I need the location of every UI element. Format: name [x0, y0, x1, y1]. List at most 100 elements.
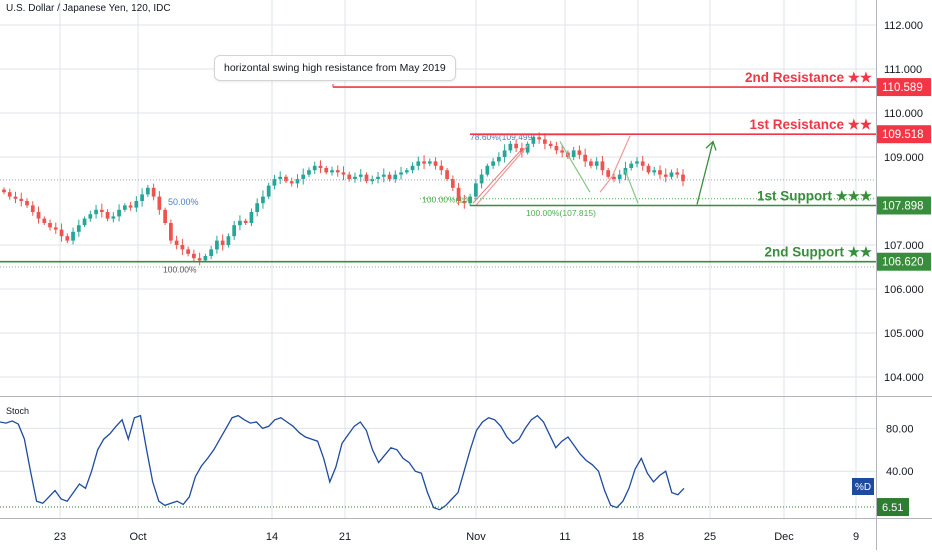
pattern-leg-red-2 — [472, 148, 523, 204]
candle-body — [658, 170, 662, 175]
time-tick-label: Dec — [774, 531, 794, 543]
candle-body — [255, 203, 260, 212]
candle-body — [169, 223, 173, 241]
candle-body — [13, 196, 18, 199]
candle-body — [462, 201, 467, 204]
stoch-tick-label: 80.00 — [886, 423, 914, 435]
candle-body — [7, 192, 12, 197]
candle-body — [663, 174, 668, 177]
pattern-leg-red-3 — [599, 135, 631, 193]
candle-body — [531, 137, 536, 144]
candle-body — [243, 220, 248, 223]
resistance-note[interactable]: horizontal swing high resistance from Ma… — [214, 55, 456, 81]
candle-body — [485, 165, 490, 175]
candle-body — [312, 165, 317, 171]
candle-body — [36, 212, 41, 219]
candle-body — [525, 143, 530, 153]
candle-body — [151, 187, 156, 197]
candle-body — [502, 150, 507, 157]
candle-body — [94, 209, 98, 215]
candle-body — [76, 225, 81, 232]
candle-body — [445, 170, 449, 179]
fib-label-100-low: 100.00% — [163, 265, 197, 275]
level-label-s1: 1st Support ★★★ — [757, 188, 873, 203]
candle-body — [520, 148, 524, 153]
candle-body — [583, 154, 588, 162]
candle-body — [473, 183, 478, 197]
candle-body — [215, 240, 219, 250]
candle-body — [410, 165, 415, 171]
candle-body — [353, 176, 357, 179]
candle-body — [554, 146, 559, 151]
candle-body — [416, 161, 421, 166]
price-tick-label: 107.000 — [884, 240, 924, 252]
projection-arrow — [696, 141, 714, 205]
candle-body — [220, 240, 225, 245]
candle-body — [347, 174, 352, 179]
candle-body — [393, 174, 398, 179]
fib-label-50: 50.00% — [168, 197, 199, 207]
fib-label-786: 78.60%(109.499) — [470, 132, 535, 142]
candle-body — [468, 196, 472, 204]
candle-body — [548, 143, 553, 146]
candle-body — [261, 196, 265, 204]
candle-body — [42, 218, 47, 223]
candle-body — [427, 161, 432, 164]
stoch-pane-title: Stoch — [6, 406, 30, 416]
candle-body — [284, 176, 288, 182]
candle-body — [496, 157, 501, 162]
price-tick-label: 105.000 — [884, 328, 924, 340]
price-tag-s2 — [877, 252, 931, 271]
candle-body — [2, 189, 6, 193]
price-tick-label: 109.000 — [884, 152, 924, 164]
price-tag-label-r2: 110.589 — [882, 82, 923, 94]
candle-body — [335, 170, 340, 173]
candle-body — [422, 161, 426, 164]
candle-body — [266, 185, 271, 197]
candle-body — [82, 218, 87, 226]
candle-body — [307, 170, 311, 175]
candle-body — [48, 223, 52, 228]
level-label-r1: 1st Resistance ★★ — [749, 117, 872, 132]
price-tag-label-r1: 109.518 — [882, 129, 924, 141]
price-tag-r2 — [877, 78, 931, 97]
candle-body — [238, 220, 242, 226]
candle-body — [450, 179, 455, 188]
candle-body — [675, 172, 680, 175]
time-tick-label: 21 — [339, 531, 351, 543]
candle-body — [145, 187, 150, 195]
candle-body — [635, 161, 639, 164]
candle-body — [508, 143, 513, 151]
candle-body — [180, 245, 185, 250]
candle-body — [669, 172, 674, 177]
candle-body — [681, 174, 685, 182]
candle-body — [71, 231, 75, 241]
candle-body — [186, 249, 191, 254]
time-tick-label: 25 — [704, 531, 716, 543]
candle-body — [543, 139, 547, 144]
candle-body — [59, 229, 64, 237]
time-tick-label: Oct — [129, 531, 146, 543]
candle-body — [99, 209, 104, 212]
candle-body — [111, 216, 116, 219]
time-tick-label: 11 — [559, 531, 570, 543]
candle-body — [364, 174, 369, 182]
candle-body — [330, 170, 334, 173]
candle-body — [404, 170, 409, 173]
candle-body — [376, 176, 380, 179]
candle-body — [600, 161, 605, 171]
candle-body — [134, 201, 139, 208]
candle-body — [278, 176, 283, 179]
price-tick-label: 111.000 — [884, 64, 922, 76]
candle-body — [358, 174, 363, 177]
candle-body — [571, 150, 576, 157]
candle-body — [479, 174, 484, 184]
candle-body — [594, 161, 599, 166]
candle-body — [25, 201, 29, 206]
price-tick-label: 112.000 — [884, 20, 923, 32]
candle-body — [537, 137, 542, 140]
candle-body — [192, 253, 196, 259]
candle-body — [381, 174, 386, 177]
